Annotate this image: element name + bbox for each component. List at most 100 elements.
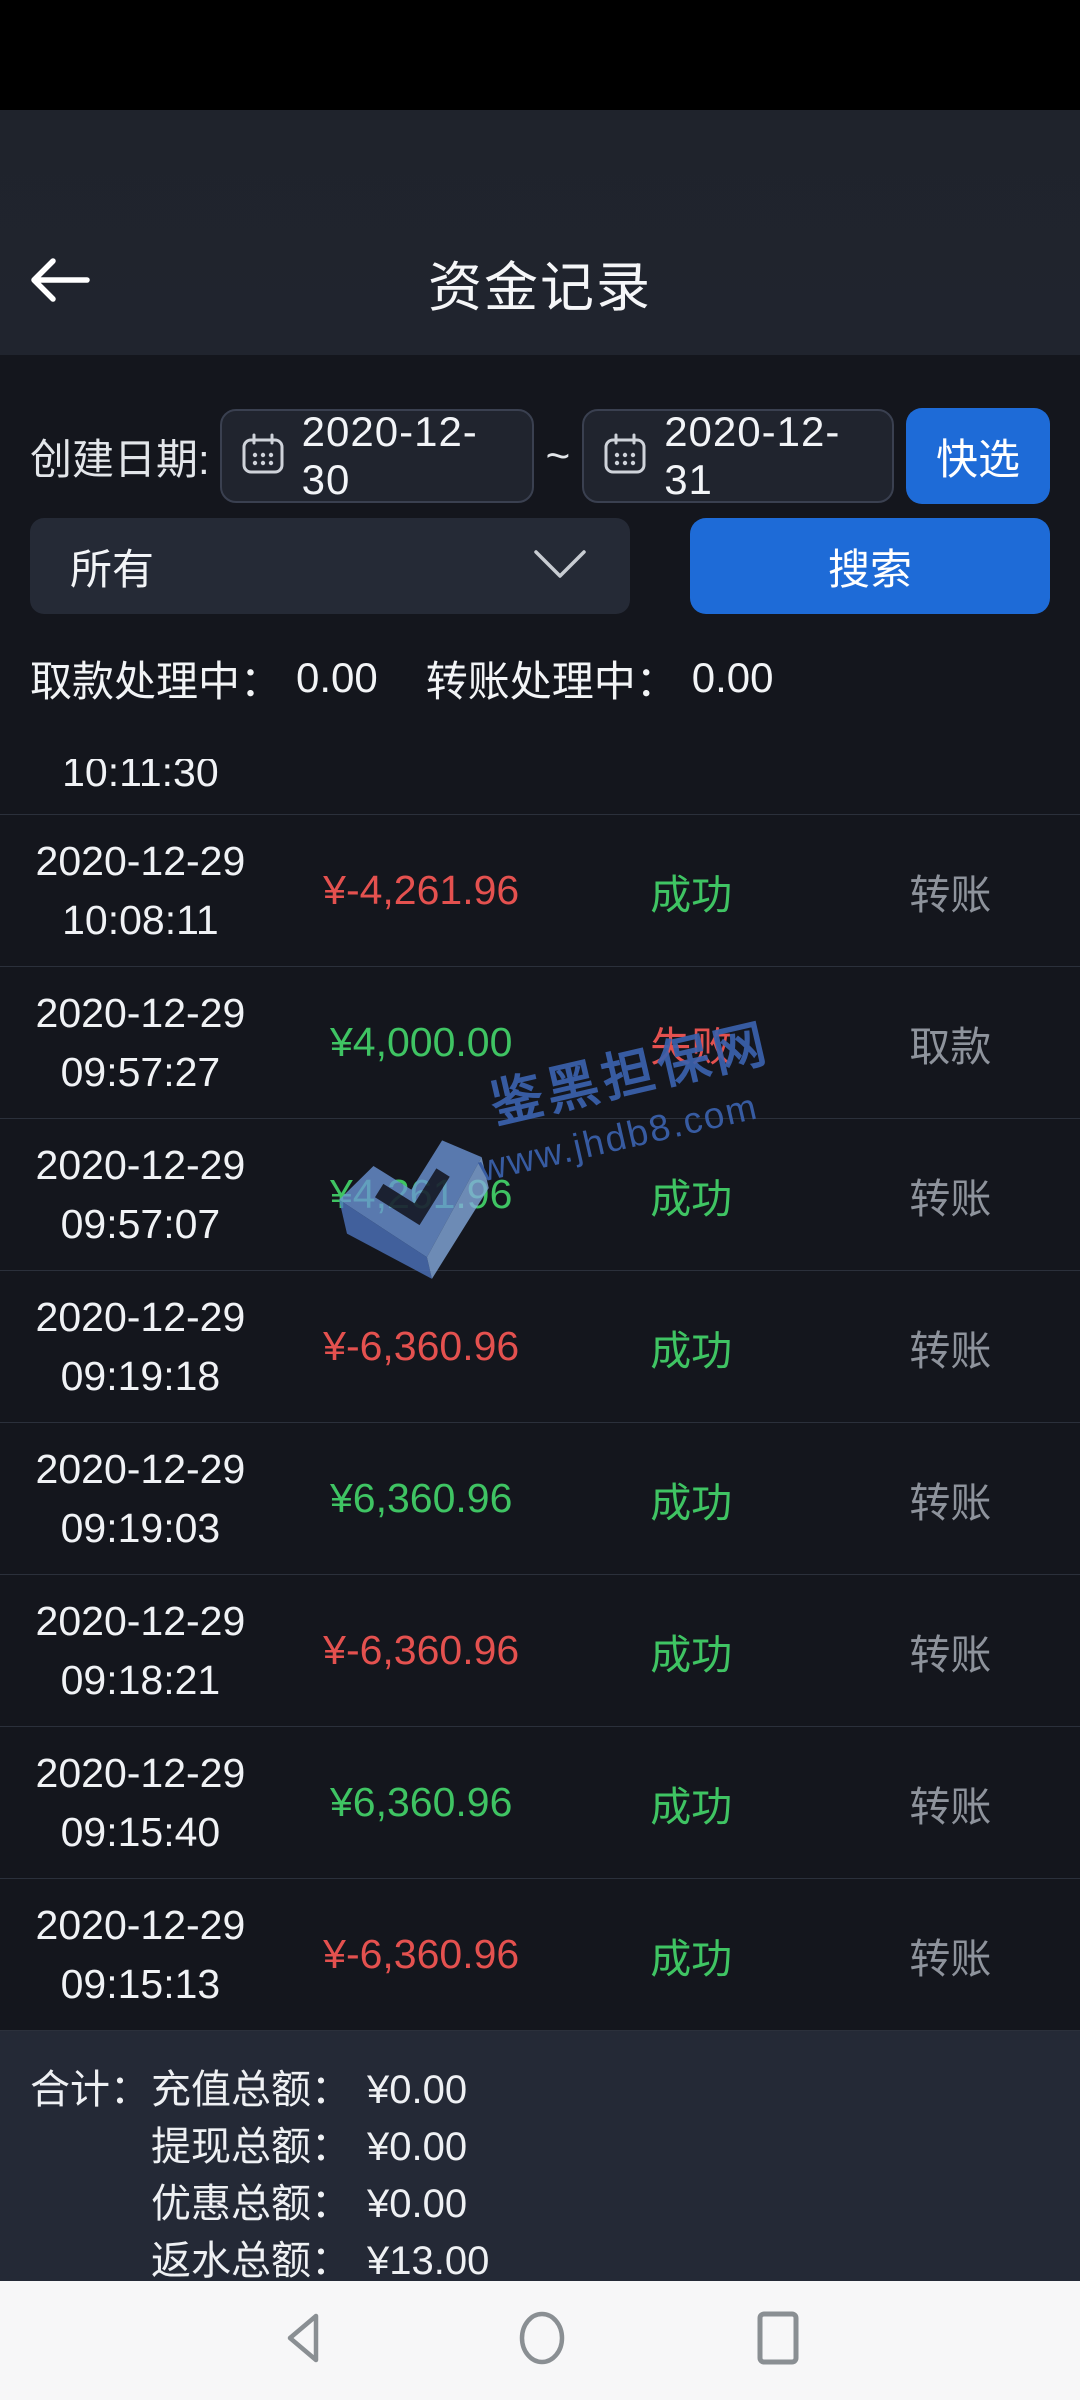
record-type: 转账 (909, 1783, 992, 1830)
date-range-separator: ~ (545, 432, 571, 479)
calendar-icon (602, 431, 648, 482)
record-datetime: 2020-12-29 09:57:07 (0, 1142, 281, 1248)
record-date: 2020-12-29 (35, 1749, 246, 1796)
record-datetime: 2020-12-29 09:18:21 (0, 1598, 281, 1704)
record-status: 成功 (650, 1327, 733, 1374)
record-time: 09:15:40 (60, 1808, 221, 1855)
table-row: 2020-12-29 10:08:11 ¥-4,261.96 成功 转账 (0, 815, 1080, 967)
record-amount: ¥-6,360.96 (323, 1627, 520, 1673)
record-date: 2020-12-29 (35, 837, 246, 884)
record-status: 成功 (650, 1479, 733, 1526)
back-button[interactable] (0, 232, 120, 332)
record-type: 转账 (909, 1175, 992, 1222)
withdraw-processing-value: 0.00 (296, 654, 378, 701)
date-to-value: 2020-12-31 (664, 408, 841, 503)
record-amount: ¥6,360.96 (329, 1475, 513, 1521)
record-status: 成功 (650, 1631, 733, 1678)
back-triangle-icon (278, 2310, 330, 2371)
recents-square-icon (754, 2309, 802, 2372)
record-date: 2020-12-29 (35, 1597, 246, 1644)
record-amount: ¥-6,360.96 (323, 1323, 520, 1369)
nav-home-button[interactable] (516, 2309, 568, 2372)
record-type: 转账 (909, 1631, 992, 1678)
arrow-left-icon (27, 254, 93, 311)
totals-item-label: 优惠总额： (151, 2182, 351, 2226)
record-date: 2020-12-29 (35, 1293, 246, 1340)
totals-line: 优惠总额： ¥0.00 (30, 2171, 1080, 2228)
totals-item-value: ¥0.00 (367, 2182, 468, 2226)
record-date: 2020-12-29 (35, 1445, 246, 1492)
records-list[interactable]: 10:11:30 2020-12-29 10:08:11 ¥-4,261.96 … (0, 759, 1080, 2031)
date-filter-label: 创建日期: (30, 435, 210, 483)
totals-lines: 合计： 充值总额： ¥0.00 提现总额： ¥0.00 优惠总额： ¥0.00 … (30, 2057, 1080, 2285)
record-time: 10:11:30 (62, 759, 219, 795)
nav-recents-button[interactable] (754, 2309, 802, 2372)
totals-line: 返水总额： ¥13.00 (30, 2228, 1080, 2285)
record-datetime: 2020-12-29 10:08:11 (0, 838, 281, 944)
record-datetime: 2020-12-29 09:19:18 (0, 1294, 281, 1400)
table-row: 2020-12-29 09:57:07 ¥4,261.96 成功 转账 (0, 1119, 1080, 1271)
record-time: 09:57:27 (60, 1048, 221, 1095)
app-header: 资金记录 (0, 110, 1080, 355)
date-from-value: 2020-12-30 (301, 408, 478, 503)
page-title: 资金记录 (428, 257, 652, 318)
date-to-input[interactable]: 2020-12-31 (582, 408, 895, 503)
record-datetime: 2020-12-29 09:15:13 (0, 1902, 281, 2008)
records-rows: 2020-12-29 10:08:11 ¥-4,261.96 成功 转账 202… (0, 815, 1080, 2031)
table-row: 2020-12-29 09:19:03 ¥6,360.96 成功 转账 (0, 1423, 1080, 1575)
record-date: 2020-12-29 (35, 1141, 246, 1188)
record-type: 转账 (909, 1479, 992, 1526)
record-time: 10:08:11 (62, 896, 219, 943)
record-time: 09:18:21 (60, 1656, 221, 1703)
record-status: 成功 (650, 1175, 733, 1222)
record-type: 取款 (909, 1023, 992, 1070)
record-time: 09:57:07 (60, 1200, 221, 1247)
record-time: 09:19:18 (60, 1352, 221, 1399)
record-time: 09:15:13 (60, 1960, 221, 2007)
totals-panel: 合计： 充值总额： ¥0.00 提现总额： ¥0.00 优惠总额： ¥0.00 … (0, 2031, 1080, 2283)
record-status: 成功 (650, 1783, 733, 1830)
record-status: 成功 (650, 1935, 733, 1982)
record-datetime: 2020-12-29 09:57:27 (0, 990, 281, 1096)
transfer-processing-label: 转账处理中： (425, 657, 678, 705)
totals-line: 合计： 充值总额： ¥0.00 (30, 2057, 1080, 2114)
type-dropdown[interactable]: 所有 (30, 518, 630, 614)
record-amount: ¥4,000.00 (329, 1019, 513, 1065)
record-time: 09:19:03 (60, 1504, 221, 1551)
calendar-icon (240, 431, 286, 482)
totals-item-label: 返水总额： (151, 2239, 351, 2283)
table-row-partial: 10:11:30 (0, 759, 1080, 815)
quick-select-button[interactable]: 快选 (906, 408, 1050, 504)
table-row: 2020-12-29 09:57:27 ¥4,000.00 失败 取款 (0, 967, 1080, 1119)
chevron-down-icon (530, 547, 590, 586)
record-amount: ¥-6,360.96 (323, 1931, 520, 1977)
record-date: 2020-12-29 (35, 1901, 246, 1948)
record-type: 转账 (909, 1327, 992, 1374)
totals-item-value: ¥0.00 (367, 2068, 468, 2112)
record-type: 转账 (909, 871, 992, 918)
record-type: 转账 (909, 1935, 992, 1982)
record-datetime: 2020-12-29 09:19:03 (0, 1446, 281, 1552)
totals-item-label: 充值总额： (151, 2068, 351, 2112)
table-row: 2020-12-29 09:19:18 ¥-6,360.96 成功 转账 (0, 1271, 1080, 1423)
record-amount: ¥6,360.96 (329, 1779, 513, 1825)
record-amount: ¥-4,261.96 (323, 867, 520, 913)
table-row: 2020-12-29 09:15:40 ¥6,360.96 成功 转账 (0, 1727, 1080, 1879)
date-from-input[interactable]: 2020-12-30 (219, 408, 534, 503)
status-bar (0, 0, 1080, 110)
withdraw-processing-label: 取款处理中： (30, 657, 283, 705)
home-circle-icon (516, 2309, 568, 2372)
nav-back-button[interactable] (278, 2310, 330, 2371)
search-button[interactable]: 搜索 (690, 518, 1050, 614)
table-row: 2020-12-29 09:15:13 ¥-6,360.96 成功 转账 (0, 1879, 1080, 2031)
totals-item-label: 提现总额： (151, 2125, 351, 2169)
record-status: 成功 (650, 871, 733, 918)
android-nav-bar (0, 2281, 1080, 2400)
transfer-processing-value: 0.00 (691, 654, 774, 701)
totals-line: 提现总额： ¥0.00 (30, 2114, 1080, 2171)
processing-summary: 取款处理中： 0.00 转账处理中： 0.00 (30, 654, 1050, 705)
record-amount: ¥4,261.96 (329, 1171, 513, 1217)
totals-prefix: 合计： (30, 2068, 150, 2112)
record-status: 失败 (650, 1023, 733, 1070)
